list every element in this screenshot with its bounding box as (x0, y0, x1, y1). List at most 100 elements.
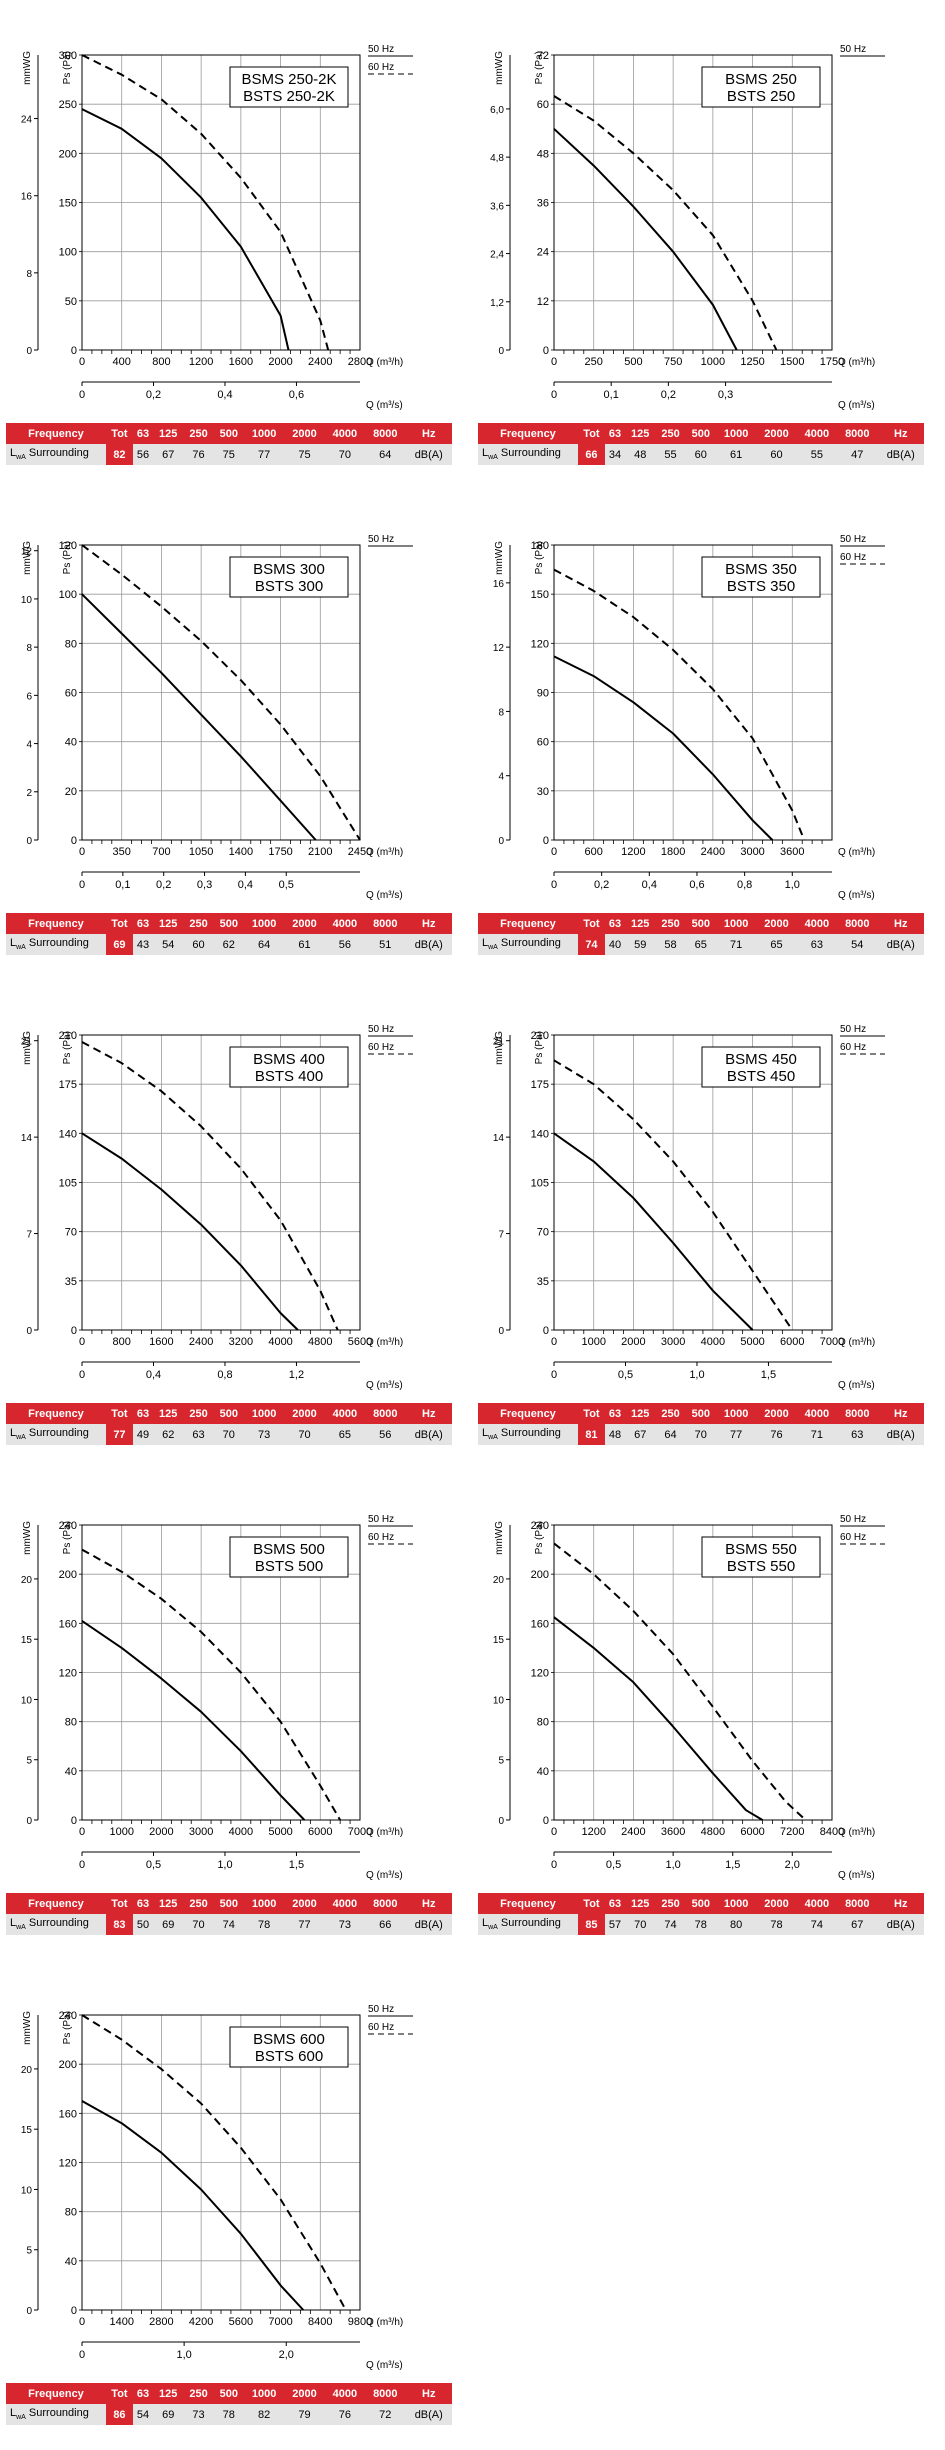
x2-tick-label: 0 (79, 1369, 85, 1381)
tot-header: Tot (578, 913, 605, 934)
band-header: 8000 (837, 1893, 878, 1914)
mmwg-tick-label: 0 (498, 836, 504, 847)
x2-tick-label: 1,5 (289, 1859, 304, 1871)
band-header: 500 (213, 913, 244, 934)
mmwg-tick-label: 24 (21, 115, 33, 126)
curve-solid (553, 1132, 754, 1331)
curve-dashed (553, 95, 778, 351)
y-tick-label: 40 (65, 2256, 77, 2268)
y-tick-label: 80 (65, 638, 77, 650)
legend-entry: 60 Hz (840, 1532, 866, 1543)
mmwg-tick-label: 14 (21, 1133, 33, 1144)
x2-tick-label: 2,0 (279, 2349, 294, 2361)
band-value: 64 (655, 1424, 686, 1445)
x-tick-label: 2400 (308, 356, 332, 368)
x2-tick-label: 0,2 (146, 389, 161, 401)
x2-tick-label: 0,1 (604, 389, 619, 401)
x2-tick-label: 0 (551, 879, 557, 891)
mmwg-tick-label: 10 (21, 2185, 33, 2196)
x-tick-label: 2800 (348, 356, 372, 368)
x-tick-label: 6000 (740, 1826, 764, 1838)
mmwg-tick-label: 8 (26, 269, 32, 280)
mmwg-axis-label: mmWG (494, 51, 505, 85)
legend-entry: 50 Hz (368, 1514, 394, 1525)
y-axis-label: Ps (Pa) (534, 1031, 545, 1064)
y-tick-label: 240 (59, 1520, 77, 1532)
model-label: BSTS 500 (255, 1558, 323, 1575)
tot-value: 66 (578, 444, 605, 465)
frequency-label: Frequency (6, 913, 106, 934)
x-tick-label: 7000 (348, 1826, 372, 1838)
x-tick-label: 2000 (268, 356, 292, 368)
x2-tick-label: 0,2 (156, 879, 171, 891)
band-value: 74 (655, 1914, 686, 1935)
band-value: 64 (243, 934, 285, 955)
y-tick-label: 160 (59, 2108, 77, 2120)
mmwg-tick-label: 14 (493, 1133, 505, 1144)
band-value: 75 (284, 444, 325, 465)
mmwg-tick-label: 20 (21, 2065, 33, 2076)
y-tick-label: 36 (537, 198, 549, 210)
y-tick-label: 20 (65, 786, 77, 798)
band-header: 63 (132, 1893, 154, 1914)
band-value: 73 (183, 2404, 214, 2425)
model-label: BSMS 400 (253, 1051, 325, 1068)
y-tick-label: 175 (531, 1079, 549, 1091)
y-tick-label: 160 (59, 1618, 77, 1630)
x2-tick-label: 0 (79, 2349, 85, 2361)
band-value: 58 (655, 934, 686, 955)
band-header: 2000 (756, 1893, 797, 1914)
x-tick-label: 2000 (621, 1336, 645, 1348)
band-value: 40 (604, 934, 626, 955)
mmwg-tick-label: 0 (26, 1326, 32, 1337)
band-header: Hz (405, 913, 452, 934)
band-header: Hz (405, 1893, 452, 1914)
band-header: 125 (625, 423, 656, 444)
band-header: 8000 (837, 913, 878, 934)
band-value: 77 (243, 444, 285, 465)
y-tick-label: 0 (543, 345, 549, 357)
model-label: BSTS 300 (255, 578, 323, 595)
sound-table: Frequency Tot 63 125 250 500 1000 2000 4000 8000 H… (478, 1893, 924, 1935)
x-tick-label: 5000 (268, 1826, 292, 1838)
band-value: 67 (153, 444, 184, 465)
sound-table: Frequency Tot 63 125 250 500 1000 2000 4000 8000 H… (478, 913, 924, 955)
unit-label: dB(A) (877, 444, 924, 465)
band-value: 49 (132, 1424, 154, 1445)
y-tick-label: 50 (65, 296, 77, 308)
tot-header: Tot (578, 1893, 605, 1914)
tot-header: Tot (106, 423, 133, 444)
x2-tick-label: 0 (79, 1859, 85, 1871)
band-header: 4000 (324, 1893, 366, 1914)
curve-solid (81, 1132, 299, 1331)
band-header: 8000 (365, 423, 406, 444)
band-value: 55 (655, 444, 686, 465)
mmwg-tick-label: 1,2 (490, 298, 504, 309)
x2-tick-label: 0,5 (606, 1859, 621, 1871)
x2-tick-label: 1,2 (289, 1369, 304, 1381)
x-tick-label: 5600 (229, 2316, 253, 2328)
curve-solid (553, 655, 774, 841)
x-tick-label: 600 (585, 846, 603, 858)
x-tick-label: 0 (551, 846, 557, 858)
frequency-label: Frequency (478, 1893, 578, 1914)
mmwg-tick-label: 5 (498, 1756, 504, 1767)
tot-value: 81 (578, 1424, 605, 1445)
x2-tick-label: 0 (551, 389, 557, 401)
band-value: 69 (153, 2404, 184, 2425)
band-value: 65 (324, 1424, 366, 1445)
band-header: 2000 (284, 1893, 325, 1914)
sound-table: Frequency Tot 63 125 250 500 1000 2000 4000 8000 H… (6, 1403, 452, 1445)
band-header: 4000 (324, 423, 366, 444)
tot-value: 74 (578, 934, 605, 955)
mmwg-tick-label: 12 (493, 643, 505, 654)
y-tick-label: 120 (59, 2158, 77, 2170)
legend-entry: 50 Hz (368, 1024, 394, 1035)
model-label-box (701, 556, 821, 598)
tot-header: Tot (106, 2383, 133, 2404)
y-tick-label: 250 (59, 99, 77, 111)
y-tick-label: 200 (59, 1569, 77, 1581)
band-header: 1000 (243, 913, 285, 934)
band-header: 2000 (284, 423, 325, 444)
band-value: 73 (324, 1914, 366, 1935)
